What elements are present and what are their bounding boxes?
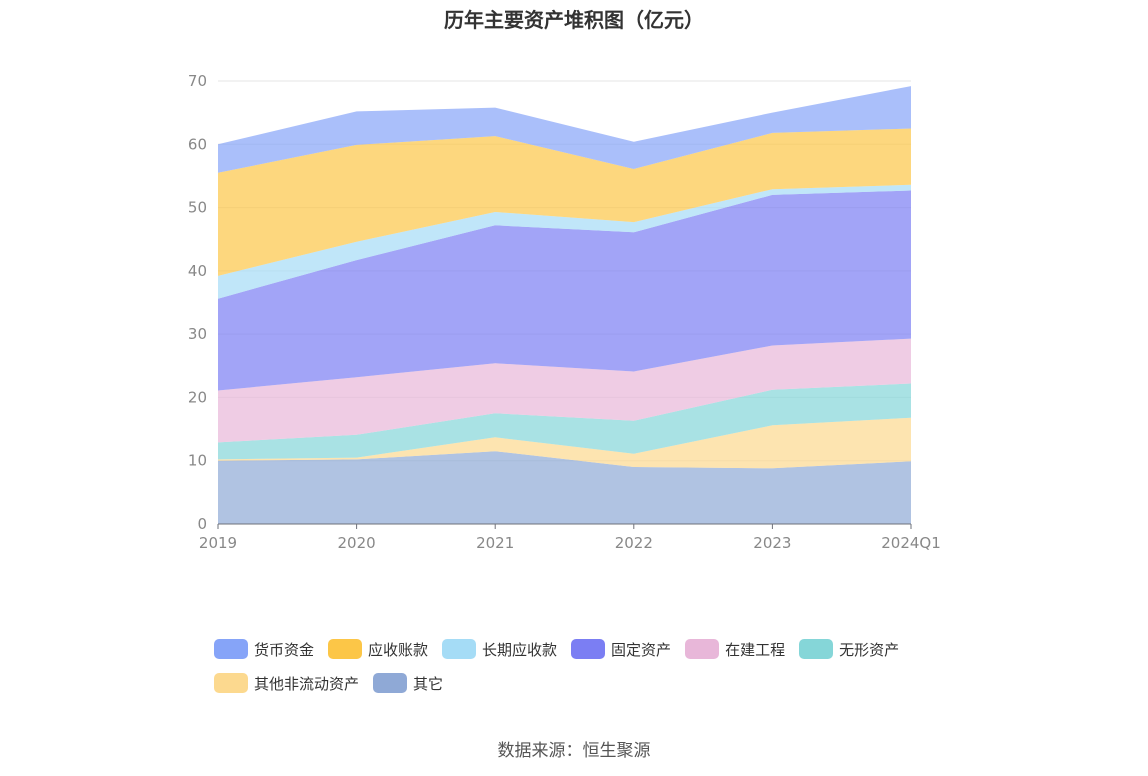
legend: 货币资金 应收账款 长期应收款 固定资产 在建工程 无形资产其他非流动资产 其它 [214,638,974,706]
data-source: 数据来源：恒生聚源 [497,741,651,761]
legend-item[interactable]: 货币资金 [214,638,314,660]
legend-label: 长期应收款 [482,640,558,659]
area-series-应收账款[interactable] [218,128,911,276]
axes: 0 10 20 30 40 50 60 70 2019 2020 2021 2022 2023 2024Q… [188,72,941,552]
legend-swatch [799,639,834,659]
legend-label: 货币资金 [254,640,315,659]
area-series-其它[interactable] [218,451,911,524]
legend-item[interactable]: 长期应收款 [442,638,557,660]
legend-item[interactable]: 固定资产 [571,638,671,660]
area-series-货币资金[interactable] [218,86,911,173]
stacked-area-chart: 0 10 20 30 40 50 60 70 2019 2020 2021 2022 2023 2024Q… [188,72,941,552]
x-tick-label: 2023 [753,534,791,552]
chart-title: 历年主要资产堆积图（亿元） [444,8,704,32]
legend-swatch [328,639,363,659]
y-tick-label: 50 [188,199,207,217]
x-tick-label: 2021 [476,534,514,552]
legend-swatch [442,639,477,659]
x-tick-label: 2024Q1 [881,534,941,552]
y-tick-label: 20 [188,388,207,406]
area-series [218,86,911,524]
y-tick-label: 70 [188,72,207,90]
legend-swatch [685,639,720,659]
legend-swatch [373,673,408,693]
legend-swatch [571,639,606,659]
area-series-其他非流动资产[interactable] [218,417,911,469]
y-tick-label: 10 [188,452,207,470]
legend-label: 在建工程 [725,640,786,659]
legend-item[interactable]: 在建工程 [685,638,785,660]
legend-swatch [214,639,248,659]
legend-swatch [214,673,248,693]
legend-item[interactable]: 应收账款 [328,638,428,660]
y-tick-label: 30 [188,325,207,343]
y-tick-label: 60 [188,135,207,153]
y-tick-label: 0 [197,515,207,533]
legend-label: 其他非流动资产 [254,674,360,693]
area-series-固定资产[interactable] [218,190,911,391]
legend-label: 固定资产 [611,640,672,659]
x-tick-label: 2020 [338,534,376,552]
legend-item[interactable]: 无形资产 [799,638,899,660]
area-series-无形资产[interactable] [218,383,911,460]
legend-item[interactable]: 其他非流动资产 [214,672,359,694]
legend-label: 无形资产 [839,640,900,659]
legend-label: 其它 [413,674,444,693]
x-tick-label: 2022 [615,534,653,552]
legend-item[interactable]: 其它 [373,672,443,694]
area-series-长期应收款[interactable] [218,184,911,299]
y-tick-label: 40 [188,262,207,280]
area-series-在建工程[interactable] [218,338,911,443]
x-tick-label: 2019 [199,534,237,552]
legend-label: 应收账款 [368,640,429,659]
